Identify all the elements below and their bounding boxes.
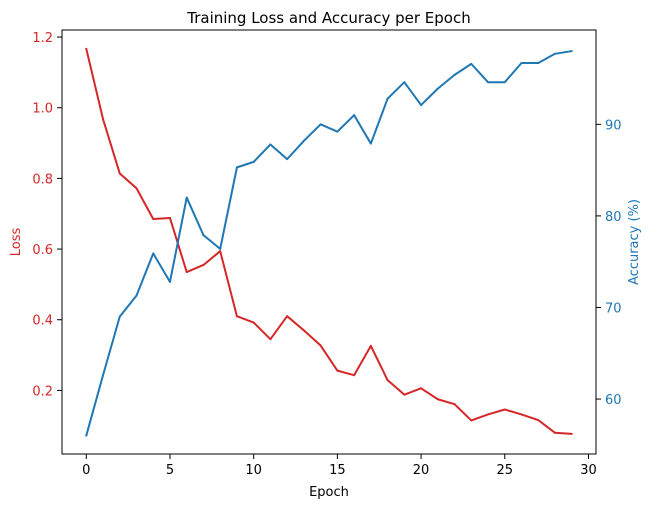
loss-point	[470, 419, 473, 422]
accuracy-point	[403, 81, 406, 84]
loss-point	[520, 413, 523, 416]
loss-point	[85, 47, 88, 50]
left-y-tick-label: 0.2	[32, 384, 53, 399]
accuracy-point	[102, 374, 105, 377]
accuracy-point	[85, 434, 88, 437]
loss-point	[135, 187, 138, 190]
loss-point	[503, 408, 506, 411]
loss-point	[436, 398, 439, 401]
right-y-axis: 60 70 80 90	[596, 118, 622, 408]
accuracy-point	[302, 139, 305, 142]
loss-points	[85, 47, 573, 435]
right-y-tick-label: 80	[605, 210, 622, 225]
accuracy-point	[319, 123, 322, 126]
loss-point	[487, 413, 490, 416]
loss-point	[302, 329, 305, 332]
left-y-tick-label: 0.4	[32, 314, 53, 329]
chart-title: Training Loss and Accuracy per Epoch	[186, 9, 470, 27]
right-y-tick-label: 70	[605, 301, 622, 316]
loss-point	[319, 344, 322, 347]
loss-point	[336, 369, 339, 372]
accuracy-point	[135, 294, 138, 297]
accuracy-point	[570, 50, 573, 53]
loss-point	[219, 250, 222, 253]
accuracy-point	[235, 166, 238, 169]
accuracy-point	[453, 73, 456, 76]
accuracy-point	[553, 52, 556, 55]
x-tick-label: 30	[580, 463, 597, 478]
accuracy-point	[420, 104, 423, 107]
left-y-tick-label: 1.2	[32, 31, 53, 46]
left-y-axis-title: Loss	[9, 228, 24, 257]
loss-point	[403, 393, 406, 396]
accuracy-point	[336, 130, 339, 133]
accuracy-point	[503, 81, 506, 84]
right-y-axis-title: Accuracy (%)	[627, 199, 642, 285]
accuracy-point	[286, 158, 289, 161]
accuracy-point	[185, 196, 188, 199]
accuracy-point	[470, 62, 473, 65]
x-tick-label: 0	[82, 463, 90, 478]
loss-point	[553, 431, 556, 434]
loss-point	[570, 432, 573, 435]
loss-point	[152, 218, 155, 221]
loss-point	[353, 374, 356, 377]
loss-point	[369, 344, 372, 347]
loss-point	[118, 172, 121, 175]
accuracy-point	[436, 87, 439, 90]
accuracy-point	[168, 280, 171, 283]
accuracy-point	[520, 61, 523, 64]
loss-point	[185, 271, 188, 274]
accuracy-point	[353, 114, 356, 117]
x-axis: 0 5 10 15 20 25 30	[82, 454, 597, 478]
accuracy-series-line	[85, 50, 572, 436]
plot-frame	[61, 29, 597, 455]
right-y-tick-label: 60	[605, 393, 622, 408]
accuracy-point	[369, 142, 372, 145]
accuracy-point	[487, 81, 490, 84]
loss-point	[386, 379, 389, 382]
loss-point	[168, 216, 171, 219]
left-y-tick-label: 1.0	[32, 102, 53, 117]
accuracy-point	[252, 160, 255, 163]
accuracy-point	[219, 247, 222, 250]
accuracy-point	[152, 252, 155, 255]
loss-point	[420, 387, 423, 390]
accuracy-point	[202, 234, 205, 237]
loss-point	[102, 118, 105, 121]
loss-point	[202, 263, 205, 266]
x-tick-label: 20	[413, 463, 430, 478]
left-y-tick-label: 0.8	[32, 172, 53, 187]
loss-point	[269, 338, 272, 341]
x-tick-label: 5	[166, 463, 174, 478]
loss-point	[286, 315, 289, 318]
left-y-axis: 0.2 0.4 0.6 0.8 1.0 1.2	[32, 31, 62, 399]
x-tick-label: 15	[329, 463, 346, 478]
x-axis-title: Epoch	[309, 485, 349, 500]
accuracy-point	[386, 97, 389, 100]
accuracy-point	[537, 61, 540, 64]
loss-point	[235, 315, 238, 318]
loss-series-line	[85, 48, 572, 435]
accuracy-point	[118, 315, 121, 318]
right-y-tick-label: 90	[605, 118, 622, 133]
loss-point	[252, 321, 255, 324]
accuracy-points	[85, 50, 573, 437]
x-tick-label: 25	[496, 463, 513, 478]
loss-point	[453, 403, 456, 406]
x-tick-label: 10	[245, 463, 262, 478]
accuracy-point	[269, 143, 272, 146]
loss-point	[537, 419, 540, 422]
left-y-tick-label: 0.6	[32, 243, 53, 258]
